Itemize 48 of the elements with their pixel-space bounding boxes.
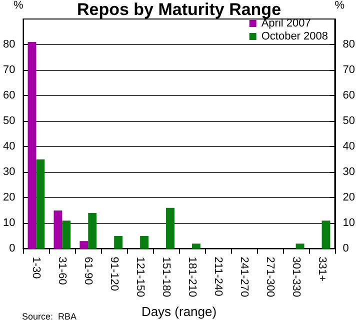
bar [62, 220, 71, 249]
legend-label: October 2008 [261, 30, 328, 42]
y2-tick-label: 30 [342, 166, 356, 178]
y2-tick-label: 20 [342, 192, 356, 204]
x-tick-label: 91-120 [108, 256, 120, 291]
bar [88, 212, 97, 249]
y2-tick-label: 40 [342, 140, 356, 153]
y2-tick-label: 50 [342, 115, 356, 128]
x-tick-label: 151-180 [160, 256, 172, 298]
y2-tick-label: 60 [342, 90, 356, 102]
bar [192, 244, 200, 249]
bar [54, 210, 62, 249]
y2-axis-title: % [334, 0, 345, 12]
x-tick-label: 121-150 [134, 256, 146, 298]
y2-tick-label: 80 [342, 38, 356, 51]
y-tick-label: 20 [2, 192, 16, 204]
y-tick-label: 70 [2, 64, 16, 76]
bar [140, 236, 148, 249]
bar [28, 42, 36, 249]
x-tick-label: 241-270 [238, 256, 250, 298]
bar [114, 236, 123, 249]
chart-title: Repos by Maturity Range [76, 0, 282, 19]
y2-tick-label: 70 [342, 64, 356, 76]
source-note: Source: RBA [22, 312, 77, 322]
x-tick-label: 31-60 [56, 256, 68, 285]
bar [296, 244, 304, 249]
y-tick-label: 80 [2, 38, 16, 51]
y2-tick-label: 10 [342, 217, 356, 230]
y-tick-label: 30 [2, 166, 16, 178]
x-tick-label: 271-300 [264, 256, 276, 298]
bar [166, 208, 174, 249]
y-tick-label: 60 [2, 90, 16, 102]
x-tick-label: 1-30 [30, 256, 42, 279]
x-axis-title: Days (range) [141, 304, 217, 319]
bar [36, 159, 45, 249]
y-tick-label: 0 [9, 242, 16, 255]
y-tick-label: 40 [2, 140, 16, 153]
y-tick-label: 50 [2, 115, 16, 128]
x-tick-label: 331+ [316, 256, 328, 282]
y-tick-label: 10 [2, 217, 16, 230]
x-tick-label: 61-90 [82, 256, 94, 285]
x-tick-label: 211-240 [212, 256, 224, 296]
x-tick-label: 301-330 [290, 256, 302, 298]
y-axis-title: % [13, 0, 24, 12]
bar [80, 241, 88, 249]
y2-tick-label: 0 [342, 242, 349, 255]
bar [322, 220, 330, 249]
x-tick-label: 181-210 [186, 256, 198, 298]
